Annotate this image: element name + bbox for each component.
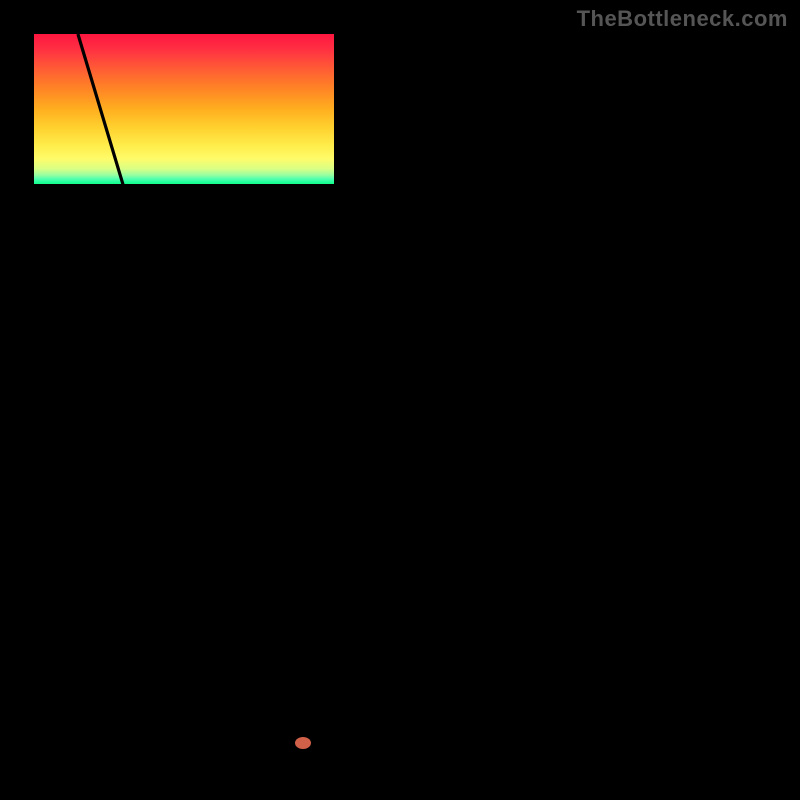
watermark-text: TheBottleneck.com: [577, 6, 788, 32]
bottleneck-curve: [34, 34, 766, 766]
plot-area: [34, 34, 766, 766]
optimum-marker: [295, 737, 311, 749]
